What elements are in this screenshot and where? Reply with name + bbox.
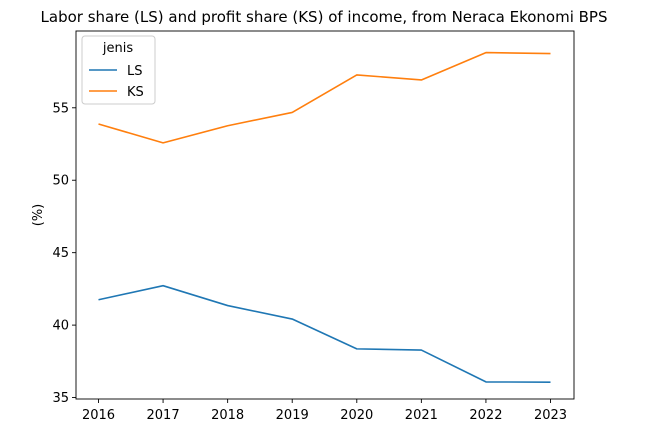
data-point-ks: [161, 140, 166, 145]
x-tick-label: 2018: [211, 408, 244, 423]
data-point-ks: [419, 77, 424, 82]
x-tick-label: 2017: [147, 408, 180, 423]
y-tick-label: 55: [52, 101, 69, 116]
data-point-ks: [483, 50, 488, 55]
x-tick-label: 2021: [405, 408, 438, 423]
axes-frame: [75, 30, 575, 400]
y-axis: 35 40 45 50 55: [52, 101, 76, 406]
data-point-ls: [354, 346, 359, 351]
data-point-ls: [161, 283, 166, 288]
x-axis: 2016 2017 2018 2019 2020 2021 2022 2023: [82, 399, 567, 423]
x-tick-label: 2020: [340, 408, 373, 423]
data-point-ks: [225, 123, 230, 128]
data-point-ls: [419, 348, 424, 353]
series-line-ks: [98, 51, 551, 144]
legend-frame: [81, 35, 156, 105]
y-tick-label: 50: [52, 174, 69, 189]
data-point-ls: [290, 317, 295, 322]
legend: jenis LS KS: [81, 35, 156, 105]
y-tick-label: 35: [52, 391, 69, 406]
data-point-ls: [548, 380, 553, 385]
data-point-ls: [483, 379, 488, 384]
legend-label-ks: KS: [127, 85, 144, 100]
data-point-ks: [96, 122, 101, 127]
y-tick-label: 40: [52, 319, 69, 334]
plot-area: [75, 30, 575, 400]
x-tick-label: 2023: [534, 408, 567, 423]
y-tick-label: 45: [52, 246, 69, 261]
data-point-ls: [225, 303, 230, 308]
legend-title: jenis: [102, 41, 133, 56]
x-tick-label: 2022: [469, 408, 502, 423]
legend-label-ls: LS: [127, 64, 143, 79]
data-point-ks: [548, 51, 553, 56]
series-layer: [96, 50, 553, 385]
data-point-ls: [96, 297, 101, 302]
y-axis-label: (%): [31, 204, 46, 227]
data-point-ks: [290, 110, 295, 115]
legend-items: LS KS: [89, 64, 144, 100]
x-tick-label: 2019: [276, 408, 309, 423]
x-tick-label: 2016: [82, 408, 115, 423]
series-line-ls: [98, 284, 551, 383]
chart-title: Labor share (LS) and profit share (KS) o…: [41, 8, 608, 26]
data-point-ks: [354, 72, 359, 77]
